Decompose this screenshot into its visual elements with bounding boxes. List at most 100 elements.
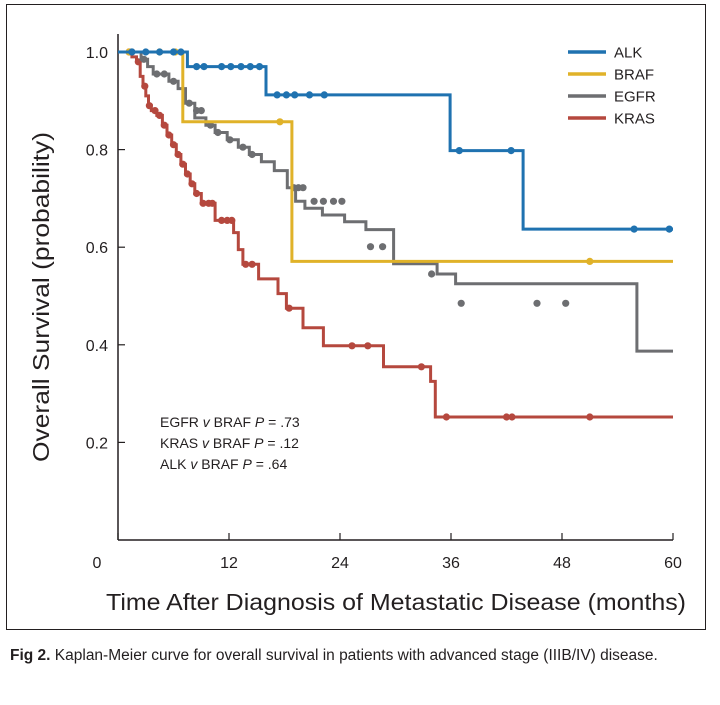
y-tick-label: 0.8: [86, 143, 108, 160]
alk-censor-mark: [320, 91, 328, 99]
p-value-annotation: EGFR v BRAF P = .73: [160, 414, 300, 430]
kras-censor-mark: [188, 180, 196, 188]
kras-censor-mark: [183, 170, 191, 178]
kras-censor-mark: [174, 150, 182, 159]
alk-censor-mark: [193, 63, 201, 71]
egfr-censor-mark: [338, 197, 346, 205]
kras-censor-mark: [208, 199, 216, 207]
caption-label: Fig 2.: [10, 647, 51, 664]
x-tick-label: 48: [553, 555, 571, 572]
p-value-annotation: KRAS v BRAF P = .12: [160, 435, 299, 451]
alk-censor-mark: [227, 63, 235, 71]
egfr-censor-mark: [160, 70, 168, 78]
x-tick-label: 60: [664, 555, 682, 572]
alk-censor-mark: [128, 48, 136, 56]
series-braf: [118, 48, 673, 265]
x-tick-label: 0: [93, 555, 102, 572]
x-tick-label: 12: [220, 555, 238, 572]
egfr-censor-mark: [140, 55, 148, 63]
kras-censor-mark: [169, 141, 178, 149]
kras-censor-mark: [156, 111, 164, 119]
alk-survival-line: [118, 50, 673, 231]
egfr-censor-mark: [169, 77, 178, 85]
egfr-censor-mark: [214, 128, 222, 137]
braf-censor-mark: [586, 257, 594, 265]
legend-label-alk: ALK: [614, 45, 642, 62]
egfr-censor-mark: [185, 99, 193, 107]
kras-censor-mark: [417, 363, 425, 371]
figure-caption: Fig 2. Kaplan-Meier curve for overall su…: [10, 646, 710, 666]
egfr-censor-mark: [206, 121, 215, 129]
kras-censor-mark: [508, 413, 516, 421]
alk-censor-mark: [282, 91, 290, 99]
legend-label-egfr: EGFR: [614, 89, 656, 106]
egfr-censor-mark: [310, 197, 318, 205]
survival-curves: [118, 48, 673, 421]
egfr-censor-mark: [197, 107, 205, 115]
p-value-annotations: EGFR v BRAF P = .73 KRAS v BRAF P = .12 AL…: [160, 414, 300, 472]
alk-censor-mark: [630, 225, 638, 233]
kras-censor-mark: [165, 131, 173, 139]
series-kras: [118, 48, 673, 421]
kras-censor-mark: [160, 121, 168, 129]
egfr-censor-mark: [329, 197, 338, 205]
kaplan-meier-chart: 0 12 24 36 48 60 0.2 0.4 0.6 0.8 1.0 Time After Dia…: [28, 34, 686, 615]
egfr-censor-mark: [533, 299, 541, 307]
kras-censor-mark: [248, 260, 256, 268]
egfr-censor-mark: [379, 243, 387, 251]
kras-censor-mark: [364, 342, 372, 350]
alk-censor-mark: [200, 63, 208, 71]
kras-censor-mark: [442, 413, 450, 421]
kras-censor-mark: [145, 102, 153, 110]
kras-censor-mark: [586, 413, 594, 421]
y-tick-label: 0.2: [86, 435, 108, 452]
y-axis-title: Overall Survival (probability): [28, 132, 54, 462]
legend-label-braf: BRAF: [614, 67, 654, 84]
series-alk: [118, 48, 673, 233]
egfr-censor-mark: [299, 184, 307, 192]
legend: ALK BRAF EGFR KRAS: [568, 45, 656, 128]
egfr-censor-mark: [562, 299, 570, 307]
y-tick-label: 1.0: [86, 45, 108, 62]
kras-censor-mark: [193, 189, 201, 198]
kras-censor-mark: [151, 107, 159, 115]
kras-censor-mark: [141, 82, 149, 90]
braf-censor-mark: [276, 118, 284, 126]
egfr-censor-mark: [248, 150, 256, 159]
alk-censor-mark: [507, 147, 515, 155]
egfr-censor-mark: [457, 299, 465, 307]
kras-censor-mark: [179, 160, 187, 168]
alk-censor-mark: [156, 48, 164, 56]
alk-censor-mark: [169, 48, 178, 56]
alk-censor-mark: [291, 91, 299, 99]
alk-censor-mark: [246, 63, 254, 71]
kras-censor-mark: [348, 342, 356, 350]
p-value-annotation: ALK v BRAF P = .64: [160, 456, 287, 472]
egfr-censor-mark: [428, 270, 436, 278]
egfr-censor-mark: [239, 143, 247, 151]
series-egfr: [118, 48, 673, 353]
axes: 0 12 24 36 48 60 0.2 0.4 0.6 0.8 1.0 Time After Dia…: [28, 34, 686, 615]
alk-censor-mark: [218, 63, 226, 71]
x-axis-title: Time After Diagnosis of Metastatic Disea…: [106, 589, 686, 615]
alk-censor-mark: [305, 91, 314, 99]
kras-survival-line: [118, 50, 673, 419]
caption-text: Kaplan-Meier curve for overall survival …: [50, 647, 658, 664]
egfr-censor-mark: [153, 70, 161, 78]
legend-label-kras: KRAS: [614, 111, 655, 128]
y-tick-label: 0.6: [86, 240, 108, 257]
x-tick-label: 24: [331, 555, 349, 572]
kras-censor-mark: [242, 260, 250, 268]
kras-censor-mark: [199, 199, 207, 207]
alk-censor-mark: [255, 63, 264, 71]
alk-censor-mark: [142, 48, 150, 56]
egfr-censor-mark: [366, 243, 375, 251]
alk-censor-mark: [273, 91, 281, 99]
kras-censor-mark: [228, 216, 236, 224]
egfr-censor-mark: [226, 136, 234, 144]
kras-censor-mark: [285, 304, 293, 312]
kras-censor-mark: [502, 413, 511, 421]
alk-censor-mark: [177, 48, 185, 56]
alk-censor-mark: [665, 225, 673, 233]
alk-censor-mark: [237, 63, 245, 71]
